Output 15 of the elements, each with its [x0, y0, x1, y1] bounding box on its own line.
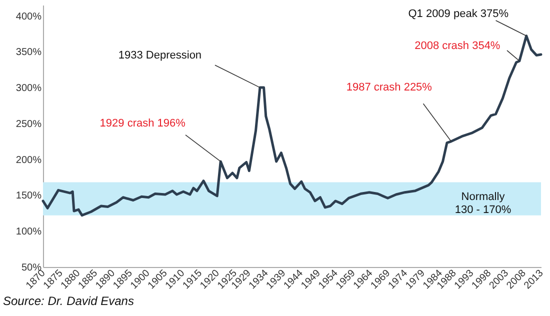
y-tick-label: 100% — [16, 226, 42, 238]
annotation: 2008 crash 354% — [414, 40, 500, 52]
y-tick-label: 400% — [16, 11, 42, 22]
annotation: 1929 crash 196% — [100, 117, 186, 130]
source-note: Source: Dr. David Evans — [3, 294, 134, 308]
annotation: Q1 2009 peak 375% — [408, 8, 509, 20]
y-tick-label: 250% — [16, 118, 42, 130]
line-series — [42, 34, 542, 217]
y-tick-label: 300% — [16, 83, 42, 94]
y-tick-label: 350% — [16, 47, 42, 58]
annotation: 1987 crash 225% — [346, 81, 432, 94]
band-label: Normally 130 - 170% — [454, 191, 512, 216]
annotation: 1933 Depression — [118, 50, 202, 62]
y-tick-label: 200% — [16, 154, 42, 166]
y-tick-label: 150% — [16, 190, 42, 202]
